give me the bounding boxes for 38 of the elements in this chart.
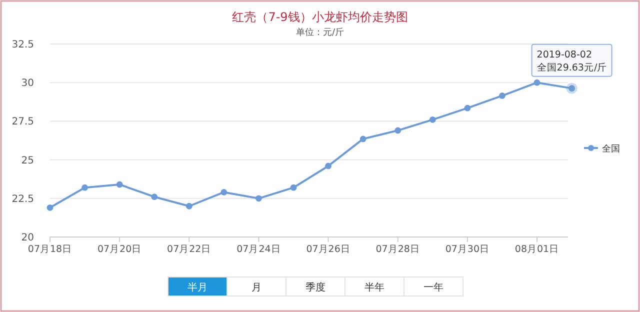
point xyxy=(429,116,436,123)
text: 半月 xyxy=(188,282,208,294)
point xyxy=(534,79,540,86)
point xyxy=(256,195,262,202)
point xyxy=(151,194,158,200)
legend-label: 全国 xyxy=(602,144,620,154)
point xyxy=(116,181,123,188)
point xyxy=(46,204,54,211)
point xyxy=(464,104,471,112)
x-tick-label: 07月26日 xyxy=(306,244,350,255)
x-tick-label: 07月28日 xyxy=(376,244,420,255)
x-tick-label: 08月01日 xyxy=(514,244,560,255)
x-tick-label: 07月18日 xyxy=(28,244,72,255)
text: 月 xyxy=(252,282,262,294)
point xyxy=(82,184,88,191)
text: 季度 xyxy=(306,282,326,294)
point xyxy=(290,184,297,191)
y-tick-label: 25 xyxy=(21,155,34,166)
point xyxy=(499,92,506,99)
annotation: 2019-08-02 全国29.63元/斤 xyxy=(536,49,608,74)
point xyxy=(325,162,332,170)
point xyxy=(394,127,402,134)
chart-title: 红壳（7-9钱）小龙虾均价走势图 xyxy=(232,10,408,24)
x-tick-label: 07月22日 xyxy=(167,244,212,255)
x-tick-label: 07月24日 xyxy=(236,244,281,255)
y-tick-label: 30 xyxy=(21,78,34,90)
y-tick-label: 20 xyxy=(21,232,34,244)
y-tick-label: 32.5 xyxy=(12,40,34,50)
y-tick-label: 27.5 xyxy=(12,116,34,128)
point xyxy=(220,189,228,196)
text: 一年 xyxy=(424,282,444,294)
chart-subtitle: 单位：元/斤 xyxy=(296,27,344,38)
x-tick-label: 07月20日 xyxy=(97,244,142,255)
x-tick-label: 07月30日 xyxy=(445,244,490,255)
text: 半年 xyxy=(364,282,384,294)
point xyxy=(360,136,366,142)
y-tick-label: 22.5 xyxy=(12,194,34,205)
point xyxy=(186,202,192,210)
